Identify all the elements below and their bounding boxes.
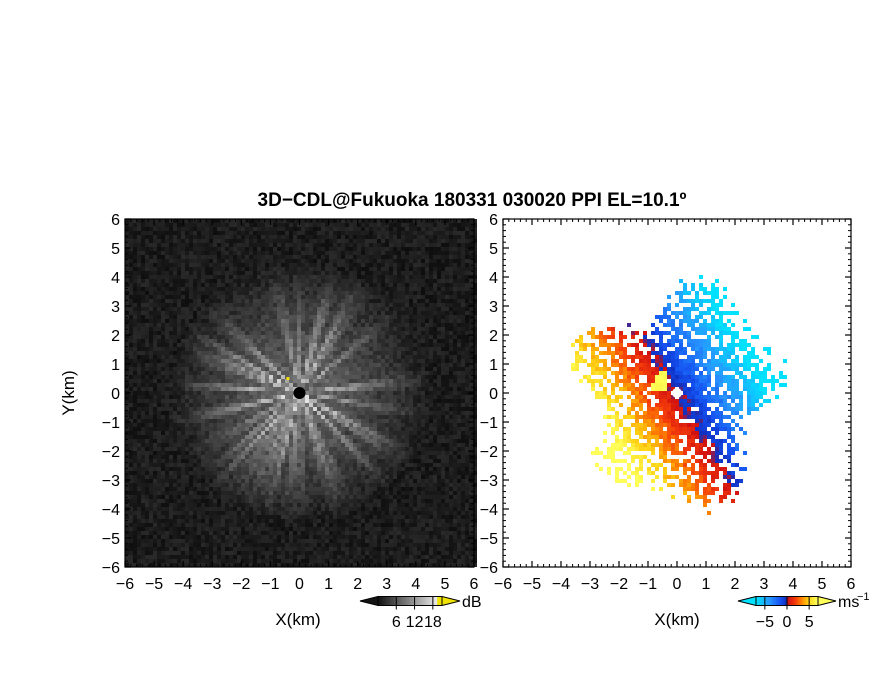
right-y-tick-label: −1 [480, 415, 498, 432]
right-x-tick-label: 1 [702, 576, 711, 593]
right-x-tick-label: 0 [673, 576, 682, 593]
right-y-tick-label: 3 [489, 299, 498, 316]
right-x-tick-label: −6 [494, 576, 512, 593]
left-colorbar-tick: 12 [406, 614, 424, 631]
left-y-tick-label: 2 [111, 328, 120, 345]
right-y-tick-label: 5 [489, 241, 498, 258]
left-y-tick-label: 1 [111, 357, 120, 374]
left-y-tick-label: 3 [111, 299, 120, 316]
right-y-tick-label: 0 [489, 386, 498, 403]
right-x-axis-label: X(km) [654, 610, 699, 629]
right-y-tick-label: −2 [480, 444, 498, 461]
colorbars-layer: 6 12 18 dB −5 0 5 ms−1 [359, 591, 870, 631]
left-x-tick-label: 6 [470, 576, 479, 593]
left-y-tick-label: 0 [111, 386, 120, 403]
left-y-tick-label: −3 [102, 473, 120, 490]
left-colorbar-tick: 18 [424, 614, 442, 631]
right-x-tick-label: 4 [789, 576, 798, 593]
left-y-tick-label: −4 [102, 502, 120, 519]
left-y-tick-label: 6 [111, 212, 120, 229]
right-y-tick-label: −6 [480, 560, 498, 577]
right-x-tick-label: −3 [581, 576, 599, 593]
right-x-tick-label: 6 [847, 576, 856, 593]
right-x-tick-label: −5 [523, 576, 541, 593]
right-colorbar-tick: −5 [756, 614, 774, 631]
right-y-tick-label: 4 [489, 270, 498, 287]
right-colorbar-unit-exponent: −1 [857, 591, 870, 603]
velocity-ppi-image [503, 219, 851, 567]
right-colorbar: −5 0 5 ms−1 [737, 591, 870, 631]
left-x-tick-label: 2 [353, 576, 362, 593]
right-x-tick-label: −2 [610, 576, 628, 593]
figure-title: 3D−CDL@Fukuoka 180331 030020 PPI EL=10.1… [258, 190, 687, 211]
right-y-tick-label: 2 [489, 328, 498, 345]
axes-layer: −6 −5 −4 −3 −2 −1 0 1 2 3 4 5 6−6−5−4−3−2−10123456−6… [102, 212, 856, 593]
right-y-tick-label: −4 [480, 502, 498, 519]
right-x-tick-label: 3 [760, 576, 769, 593]
left-colorbar-unit: dB [462, 594, 482, 611]
left-x-tick-label: −4 [174, 576, 192, 593]
left-x-tick-label: −5 [145, 576, 163, 593]
left-y-axis-label: Y(km) [59, 370, 78, 415]
right-y-tick-label: −5 [480, 531, 498, 548]
left-y-tick-label: 5 [111, 241, 120, 258]
right-colorbar-tick: 5 [805, 614, 814, 631]
right-colorbar-unit: ms [838, 594, 859, 611]
left-x-tick-label: −3 [203, 576, 221, 593]
left-x-axis-label: X(km) [275, 610, 320, 629]
right-x-tick-label: 5 [818, 576, 827, 593]
right-x-tick-label: 2 [731, 576, 740, 593]
left-x-tick-label: −6 [116, 576, 134, 593]
left-y-tick-label: −2 [102, 444, 120, 461]
right-y-tick-label: −3 [480, 473, 498, 490]
left-y-tick-label: −6 [102, 560, 120, 577]
left-x-tick-label: −2 [232, 576, 250, 593]
snr-ppi-image [125, 219, 477, 567]
right-x-tick-label: −4 [552, 576, 570, 593]
left-colorbar-tick: 6 [392, 614, 401, 631]
right-y-tick-label: 6 [489, 212, 498, 229]
right-colorbar-tick: 0 [783, 614, 792, 631]
left-x-tick-label: 4 [411, 576, 420, 593]
left-x-tick-label: 3 [382, 576, 391, 593]
right-x-tick-label: −1 [639, 576, 657, 593]
left-y-tick-label: −1 [102, 415, 120, 432]
left-x-tick-label: 1 [324, 576, 333, 593]
left-y-tick-label: −5 [102, 531, 120, 548]
right-y-tick-label: 1 [489, 357, 498, 374]
left-x-tick-label: 0 [295, 576, 304, 593]
left-x-tick-label: 5 [440, 576, 449, 593]
left-x-tick-label: −1 [261, 576, 279, 593]
left-y-tick-label: 4 [111, 270, 120, 287]
left-colorbar: 6 12 18 dB [359, 594, 482, 631]
